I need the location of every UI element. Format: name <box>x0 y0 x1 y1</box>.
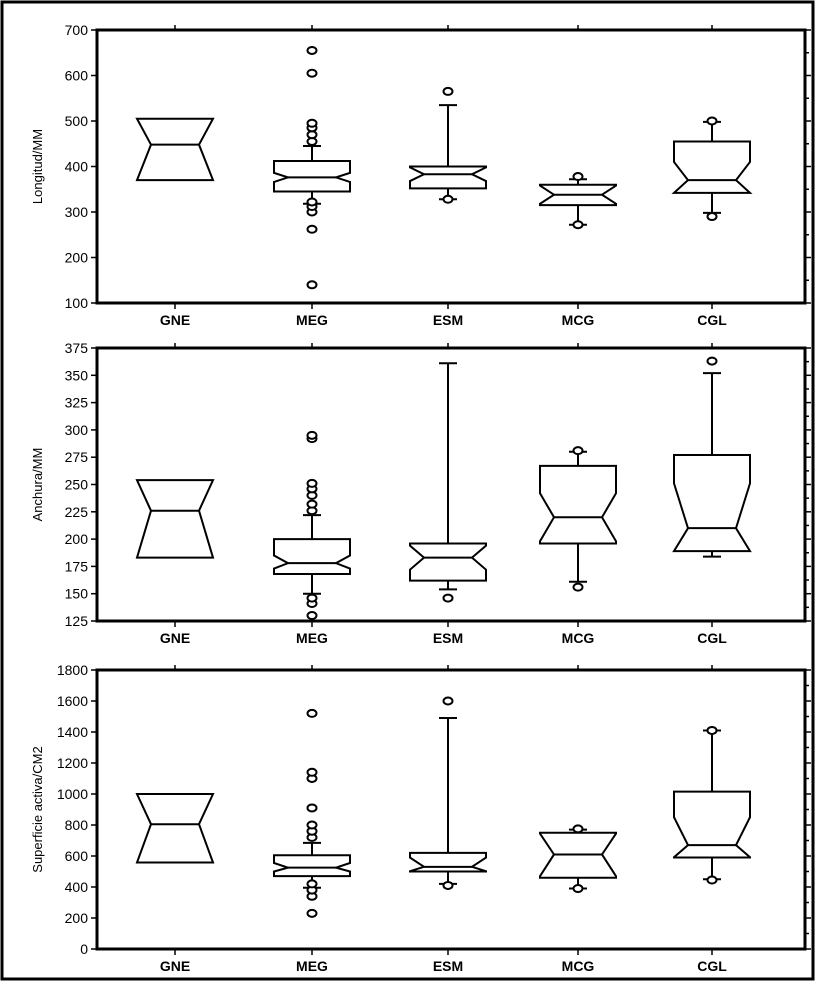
y-tick-label: 300 <box>65 204 89 220</box>
y-tick-label: 1000 <box>57 786 88 802</box>
x-tick-label: MCG <box>562 630 595 646</box>
outlier-point <box>306 593 318 603</box>
outlier-point <box>572 172 584 182</box>
x-tick-label: MEG <box>296 312 328 328</box>
y-tick-label: 100 <box>65 295 89 311</box>
x-tick-label: CGL <box>697 630 727 646</box>
notched-box-gne <box>135 793 215 864</box>
x-tick-label: ESM <box>433 958 463 974</box>
y-tick-label: 225 <box>65 504 89 520</box>
y-tick-label: 400 <box>65 879 89 895</box>
outlier-point <box>572 824 584 834</box>
notched-box-mcg <box>539 831 617 879</box>
outlier-point <box>442 86 454 96</box>
outlier-point <box>306 45 318 55</box>
notched-box-meg <box>273 854 351 878</box>
y-tick-label: 600 <box>65 68 89 84</box>
x-tick-label: GNE <box>160 312 190 328</box>
outlier-point <box>306 708 318 718</box>
y-tick-label: 500 <box>65 113 89 129</box>
notched-box-meg <box>273 538 351 576</box>
outlier-point <box>442 194 454 204</box>
notched-box-meg <box>273 160 351 193</box>
outlier-point <box>572 446 584 456</box>
outlier-point <box>706 116 718 126</box>
outlier-point <box>306 879 318 889</box>
x-tick-label: MEG <box>296 958 328 974</box>
outlier-point <box>572 582 584 592</box>
outlier-point <box>306 908 318 918</box>
outlier-point <box>306 280 318 290</box>
y-tick-label: 350 <box>65 367 89 383</box>
outlier-point <box>306 820 318 830</box>
outlier-point <box>306 499 318 509</box>
y-tick-label: 800 <box>65 817 89 833</box>
outlier-point <box>572 884 584 894</box>
y-tick-label: 1400 <box>57 724 88 740</box>
y-tick-label: 150 <box>65 586 89 602</box>
x-tick-label: GNE <box>160 630 190 646</box>
y-tick-label: 325 <box>65 395 89 411</box>
y-tick-label: 1200 <box>57 755 88 771</box>
notched-box-mcg <box>539 183 617 207</box>
notched-box-cgl <box>672 454 752 553</box>
outlier-point <box>306 68 318 78</box>
notched-box-esm <box>409 851 487 873</box>
outlier-point <box>306 478 318 488</box>
outlier-point <box>706 356 718 366</box>
x-tick-label: MCG <box>562 958 595 974</box>
x-tick-label: CGL <box>697 958 727 974</box>
y-tick-label: 250 <box>65 477 89 493</box>
x-tick-label: ESM <box>433 630 463 646</box>
notched-box-cgl <box>673 790 751 859</box>
y-tick-label: 300 <box>65 422 89 438</box>
y-axis-label: Longitud/MM <box>30 129 45 204</box>
y-axis-label: Anchura/MM <box>30 448 45 522</box>
y-tick-label: 175 <box>65 558 89 574</box>
y-tick-label: 1600 <box>57 693 88 709</box>
x-tick-label: MCG <box>562 312 595 328</box>
outlier-point <box>442 696 454 706</box>
y-tick-label: 700 <box>65 22 89 38</box>
outlier-point <box>306 224 318 234</box>
outlier-point <box>306 118 318 128</box>
x-tick-label: ESM <box>433 312 463 328</box>
y-tick-label: 200 <box>65 910 89 926</box>
notched-box-gne <box>135 117 215 182</box>
y-tick-label: 400 <box>65 159 89 175</box>
y-axis-label: Superficie activa/CM2 <box>30 746 45 872</box>
notched-box-cgl <box>671 140 753 194</box>
y-tick-label: 200 <box>65 531 89 547</box>
notched-box-gne <box>135 479 215 559</box>
outlier-point <box>306 803 318 813</box>
outlier-point <box>306 611 318 621</box>
outlier-point <box>706 725 718 735</box>
y-tick-label: 275 <box>65 449 89 465</box>
outlier-point <box>306 197 318 207</box>
y-tick-label: 375 <box>65 340 89 356</box>
outlier-point <box>442 593 454 603</box>
notched-box-mcg <box>539 464 617 545</box>
outlier-point <box>306 430 318 440</box>
outlier-point <box>306 767 318 777</box>
x-tick-label: GNE <box>160 958 190 974</box>
notched-box-esm <box>409 165 487 190</box>
plot-frame-3 <box>95 668 807 951</box>
outlier-point <box>572 220 584 230</box>
outlier-point <box>442 880 454 890</box>
outlier-point <box>706 875 718 885</box>
x-tick-label: CGL <box>697 312 727 328</box>
outlier-point <box>706 212 718 222</box>
y-tick-label: 1800 <box>57 662 88 678</box>
x-tick-label: MEG <box>296 630 328 646</box>
y-tick-label: 125 <box>65 613 89 629</box>
y-tick-label: 0 <box>80 941 88 957</box>
notched-box-esm <box>409 542 487 582</box>
y-tick-label: 200 <box>65 250 89 266</box>
y-tick-label: 600 <box>65 848 89 864</box>
